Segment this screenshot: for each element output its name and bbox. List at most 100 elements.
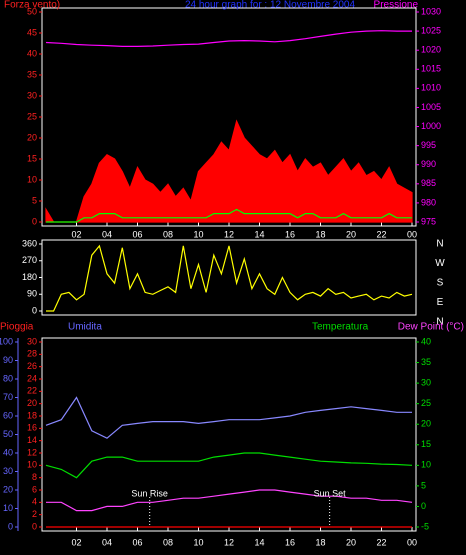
direction-label: S — [437, 278, 444, 289]
y-tick-label: 18 — [27, 410, 37, 420]
x-tick-label: 10 — [193, 537, 203, 547]
y-tick-label: 20 — [3, 484, 13, 494]
series-line — [45, 452, 413, 479]
y-tick-label: 30 — [27, 90, 37, 100]
x-tick-label: 12 — [224, 537, 234, 547]
axis-label: Temperatura — [312, 322, 369, 333]
axis-label: Pressione — [374, 0, 419, 11]
series-line — [45, 30, 412, 47]
y-tick-label: 0 — [8, 521, 13, 531]
y-tick-label: 975 — [421, 216, 436, 226]
y-tick-label: 70 — [3, 392, 13, 402]
y-tick-label: 50 — [27, 6, 37, 16]
y-tick-label: 1030 — [421, 6, 441, 16]
y-tick-label: 45 — [27, 27, 37, 37]
y-tick-label: 20 — [27, 398, 37, 408]
y-tick-label: 1010 — [421, 83, 441, 93]
y-tick-label: 28 — [27, 349, 37, 359]
y-tick-label: -5 — [421, 521, 429, 531]
y-tick-label: 35 — [27, 69, 37, 79]
series-line — [46, 489, 413, 512]
y-tick-label: 30 — [27, 336, 37, 346]
direction-label: N — [436, 239, 443, 250]
y-tick-label: 90 — [27, 289, 37, 299]
chart-title: 24 hour graph for : 12 Novembre 2004 — [185, 0, 356, 11]
x-tick-label: 22 — [376, 229, 386, 239]
y-tick-label: 20 — [421, 419, 431, 429]
annotation-label: Sun Set — [314, 488, 347, 498]
y-tick-label: 60 — [3, 410, 13, 420]
series-line — [46, 208, 412, 223]
y-tick-label: 100 — [0, 336, 13, 346]
x-tick-label: 16 — [285, 229, 295, 239]
y-tick-label: 1015 — [421, 64, 441, 74]
y-tick-label: 180 — [22, 272, 37, 282]
y-tick-label: 0 — [421, 501, 426, 511]
y-tick-label: 990 — [421, 159, 436, 169]
y-tick-label: 25 — [421, 398, 431, 408]
y-tick-label: 50 — [3, 429, 13, 439]
x-tick-label: 18 — [315, 537, 325, 547]
y-tick-label: 5 — [32, 195, 37, 205]
series-line — [45, 396, 412, 439]
y-tick-label: 1025 — [421, 25, 441, 35]
direction-label: N — [436, 317, 443, 328]
y-tick-label: 0 — [32, 216, 37, 226]
y-tick-label: 90 — [3, 355, 13, 365]
y-tick-label: 360 — [22, 238, 37, 248]
y-tick-label: 35 — [421, 357, 431, 367]
y-tick-label: 0 — [32, 521, 37, 531]
y-tick-label: 30 — [3, 466, 13, 476]
axis-label: Pioggia — [0, 322, 34, 333]
y-tick-label: 80 — [3, 373, 13, 383]
y-tick-label: 6 — [32, 484, 37, 494]
y-tick-label: 40 — [421, 336, 431, 346]
x-tick-label: 18 — [315, 229, 325, 239]
x-tick-label: 12 — [224, 229, 234, 239]
y-tick-label: 995 — [421, 140, 436, 150]
y-tick-label: 5 — [421, 480, 426, 490]
direction-label: E — [437, 297, 444, 308]
x-tick-label: 00 — [407, 229, 417, 239]
y-tick-label: 30 — [421, 377, 431, 387]
x-tick-label: 14 — [254, 537, 264, 547]
x-tick-label: 22 — [376, 537, 386, 547]
y-tick-label: 40 — [3, 447, 13, 457]
x-tick-label: 06 — [132, 537, 142, 547]
x-tick-label: 16 — [285, 537, 295, 547]
series-line — [45, 119, 413, 223]
x-tick-label: 20 — [346, 537, 356, 547]
x-tick-label: 20 — [346, 229, 356, 239]
y-tick-label: 2 — [32, 509, 37, 519]
y-tick-label: 8 — [32, 472, 37, 482]
y-tick-label: 1020 — [421, 45, 441, 55]
y-tick-label: 16 — [27, 423, 37, 433]
axis-label: Dew Point (°C) — [398, 322, 464, 333]
y-tick-label: 22 — [27, 386, 37, 396]
y-tick-label: 0 — [32, 305, 37, 315]
x-tick-label: 02 — [71, 537, 81, 547]
y-tick-label: 26 — [27, 361, 37, 371]
y-tick-label: 1000 — [421, 121, 441, 131]
annotation-label: Sun Rise — [131, 488, 168, 498]
direction-label: W — [435, 258, 445, 269]
series-line — [46, 244, 413, 312]
y-tick-label: 1005 — [421, 102, 441, 112]
y-tick-label: 40 — [27, 48, 37, 58]
x-tick-label: 04 — [102, 229, 112, 239]
x-tick-label: 08 — [163, 229, 173, 239]
y-tick-label: 10 — [27, 174, 37, 184]
y-tick-label: 10 — [27, 460, 37, 470]
y-tick-label: 985 — [421, 178, 436, 188]
y-tick-label: 15 — [421, 439, 431, 449]
y-tick-label: 12 — [27, 447, 37, 457]
axis-label: Umidita — [68, 322, 102, 333]
x-tick-label: 00 — [407, 537, 417, 547]
x-tick-label: 08 — [163, 537, 173, 547]
y-tick-label: 25 — [27, 111, 37, 121]
axis-label: Forza vento) — [4, 0, 60, 11]
x-tick-label: 04 — [102, 537, 112, 547]
y-tick-label: 10 — [3, 503, 13, 513]
